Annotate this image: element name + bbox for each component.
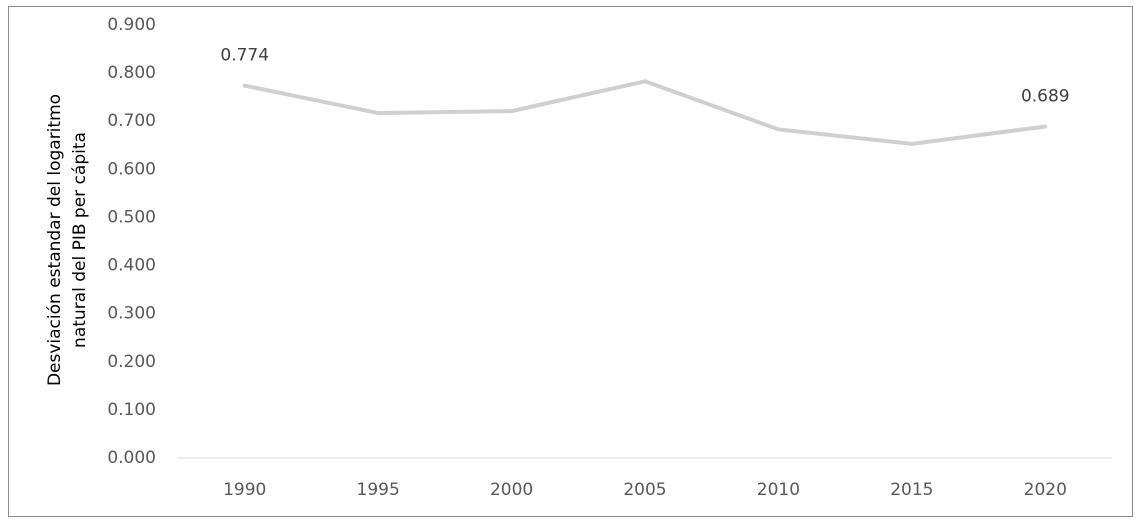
x-tick-label: 1995 bbox=[357, 480, 400, 500]
y-tick-label: 0.400 bbox=[107, 256, 156, 276]
y-tick-label: 0.200 bbox=[107, 352, 156, 372]
data-label: 0.774 bbox=[220, 46, 269, 66]
data-label: 0.689 bbox=[1021, 87, 1070, 107]
x-tick-label: 2015 bbox=[890, 480, 933, 500]
x-tick-label: 1990 bbox=[223, 480, 266, 500]
y-tick-label: 0.100 bbox=[107, 400, 156, 420]
y-tick-label: 0.900 bbox=[107, 15, 156, 35]
y-tick-label: 0.500 bbox=[107, 207, 156, 227]
y-tick-label: 0.000 bbox=[107, 448, 156, 468]
x-tick-label: 2005 bbox=[623, 480, 666, 500]
y-tick-label: 0.700 bbox=[107, 111, 156, 131]
y-axis-title: Desviación estandar del logaritmo bbox=[45, 94, 65, 386]
y-tick-label: 0.600 bbox=[107, 159, 156, 179]
chart-border bbox=[8, 6, 1133, 517]
x-tick-label: 2020 bbox=[1024, 480, 1067, 500]
data-line bbox=[242, 79, 1048, 146]
x-tick-label: 2010 bbox=[757, 480, 800, 500]
y-tick-label: 0.300 bbox=[107, 304, 156, 324]
x-tick-label: 2000 bbox=[490, 480, 533, 500]
y-axis-title: natural del PIB per cápita bbox=[70, 132, 90, 348]
y-tick-label: 0.800 bbox=[107, 63, 156, 83]
